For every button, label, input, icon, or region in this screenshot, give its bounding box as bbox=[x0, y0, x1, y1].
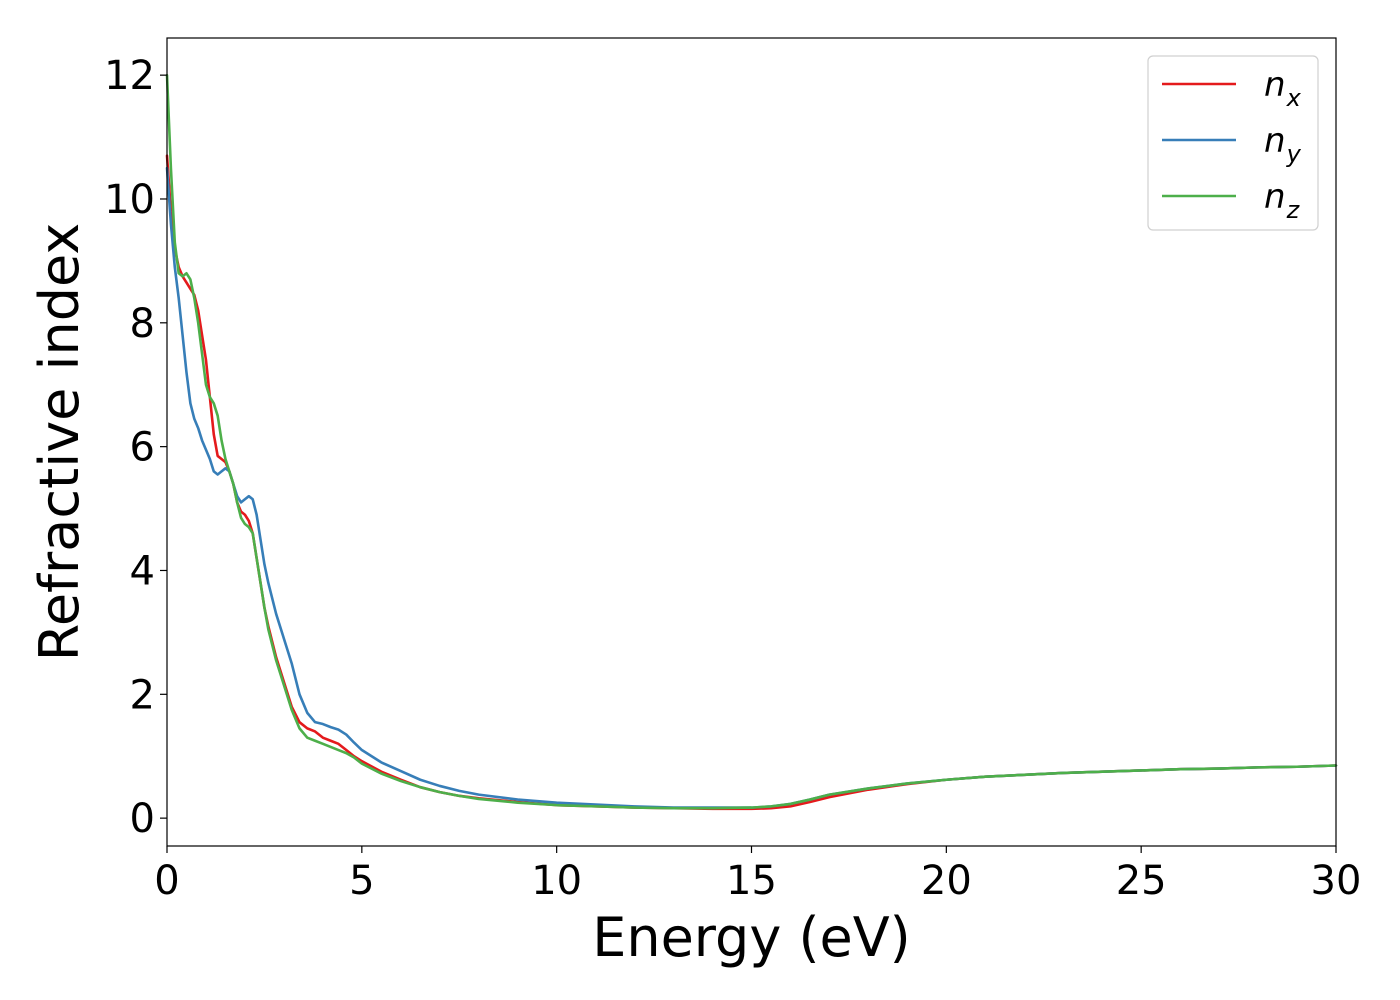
y-axis-ticks: 0 2 4 6 8 10 12 bbox=[104, 53, 167, 842]
series-line-y bbox=[165, 166, 1338, 809]
legend-label-subscript: z bbox=[1286, 196, 1301, 224]
series-layer bbox=[165, 73, 1338, 811]
legend-label-base: n bbox=[1264, 65, 1286, 105]
x-tick-label: 25 bbox=[1116, 858, 1167, 904]
x-tick-label: 30 bbox=[1311, 858, 1362, 904]
y-tick-label: 2 bbox=[130, 672, 155, 718]
y-tick-label: 8 bbox=[130, 301, 155, 347]
legend-label-subscript: x bbox=[1286, 84, 1302, 112]
legend-label-y: ny bbox=[1264, 121, 1302, 168]
x-tick-label: 10 bbox=[531, 858, 582, 904]
series-line-x bbox=[165, 154, 1338, 811]
legend-box bbox=[1147, 55, 1319, 231]
y-tick-label: 4 bbox=[130, 548, 155, 594]
y-tick-label: 10 bbox=[104, 177, 155, 223]
legend-label-subscript: y bbox=[1286, 140, 1302, 168]
y-tick-label: 6 bbox=[130, 425, 155, 471]
x-axis-ticks: 0 5 10 15 20 25 30 bbox=[154, 846, 1361, 904]
x-tick-label: 20 bbox=[921, 858, 972, 904]
legend-label-base: n bbox=[1264, 121, 1286, 161]
x-tick-label: 0 bbox=[154, 858, 179, 904]
y-tick-label: 12 bbox=[104, 53, 155, 99]
x-axis-title: Energy (eV) bbox=[592, 906, 911, 969]
legend-label-z: nz bbox=[1264, 177, 1301, 224]
legend-label-base: n bbox=[1264, 177, 1286, 217]
x-tick-label: 5 bbox=[349, 858, 374, 904]
y-axis-title: Refractive index bbox=[28, 223, 91, 662]
y-tick-label: 0 bbox=[130, 796, 155, 842]
series-line-z bbox=[165, 73, 1338, 810]
legend-label-x: nx bbox=[1264, 65, 1302, 112]
x-tick-label: 15 bbox=[726, 858, 777, 904]
